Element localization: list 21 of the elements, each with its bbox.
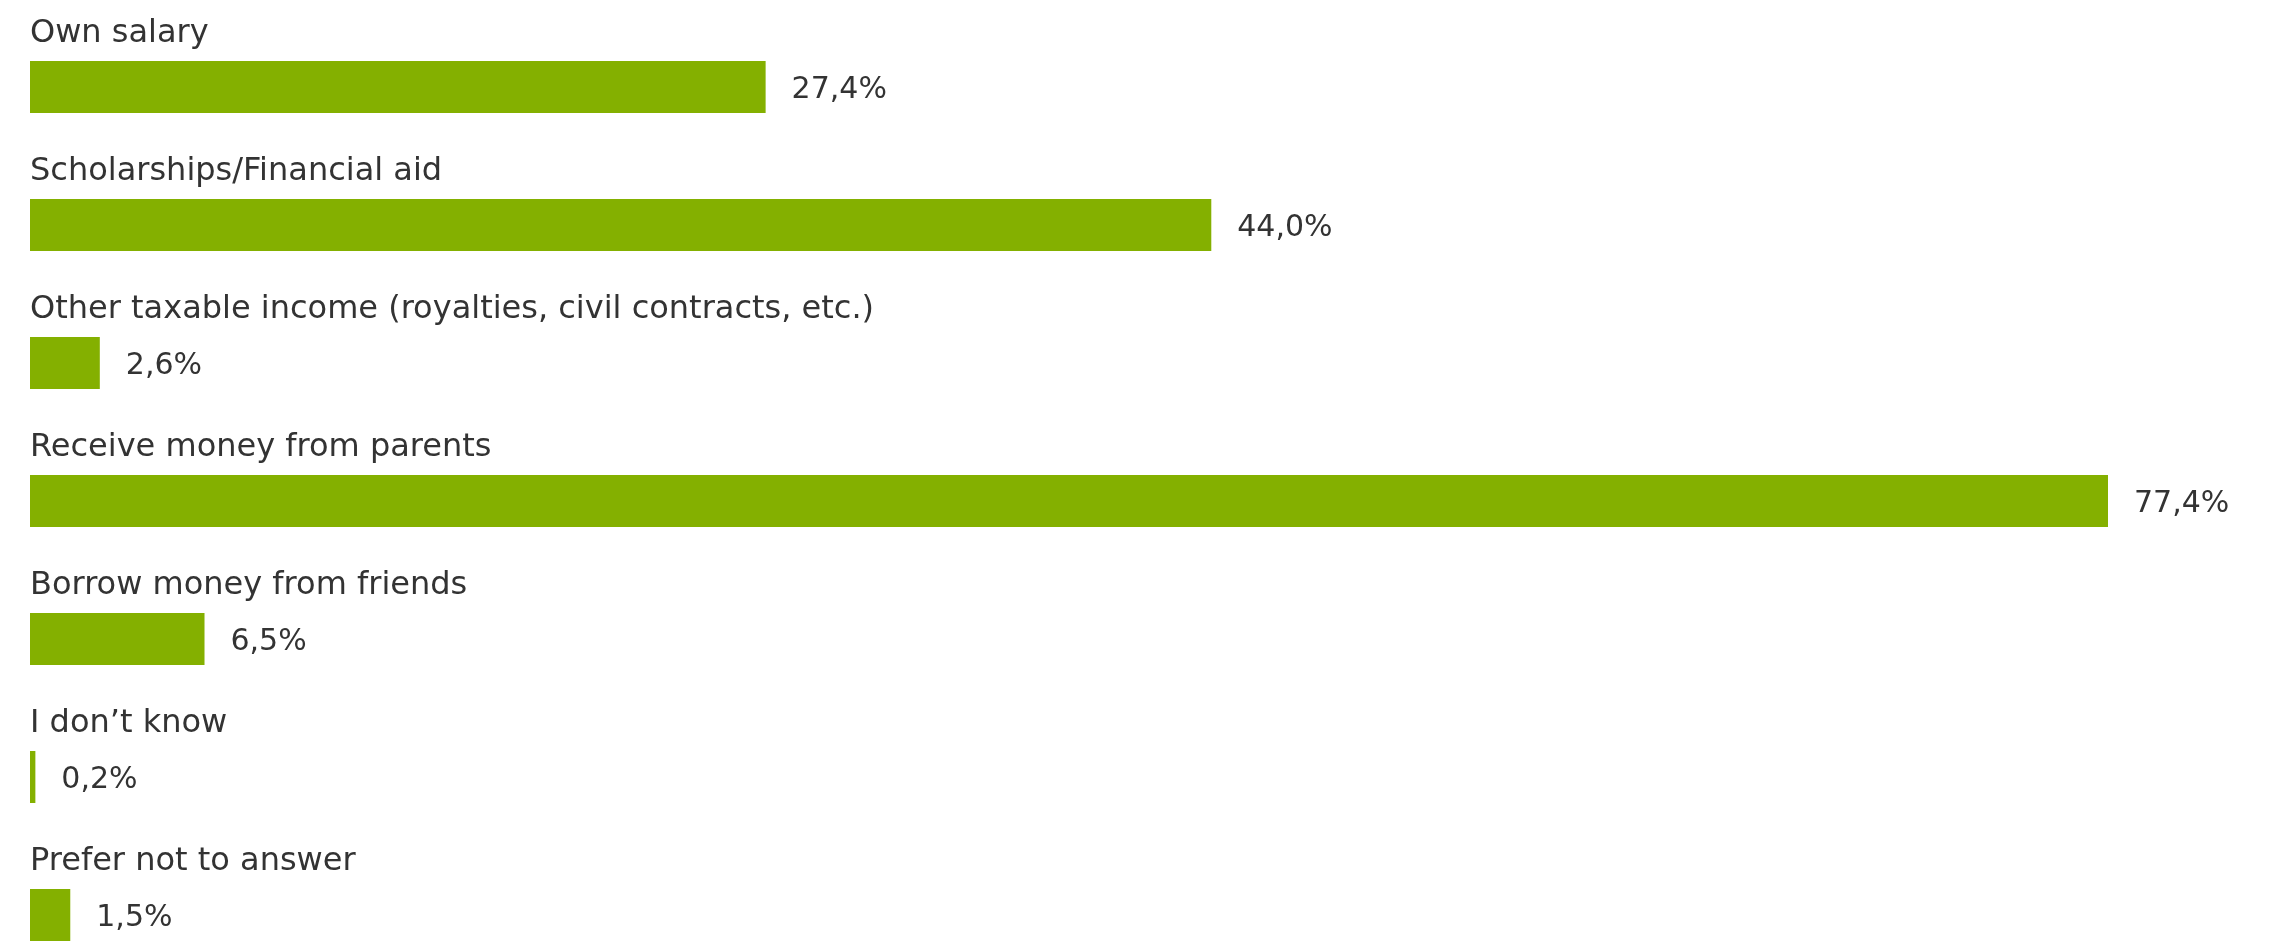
y-tick-label: Own salary [30, 12, 209, 50]
bar [30, 613, 205, 665]
data-label: 6,5% [230, 621, 307, 657]
bar [30, 889, 71, 941]
bar [30, 475, 2108, 527]
y-tick-label: Receive money from parents [30, 426, 492, 464]
y-tick-label: Scholarships/Financial aid [30, 150, 443, 188]
data-label: 1,5% [96, 897, 173, 933]
data-label: 2,6% [125, 345, 203, 381]
bar [30, 199, 1212, 251]
data-label: 0,2% [61, 759, 138, 795]
data-label: 27,4% [791, 69, 887, 105]
y-tick-label: I don’t know [30, 702, 228, 740]
data-label: 77,4% [2134, 483, 2230, 519]
y-tick-label: Other taxable income (royalties, civil contracts, etc.) [30, 288, 875, 326]
y-tick-label: Prefer not to answer [30, 840, 357, 878]
bar [30, 61, 766, 113]
y-tick-label: Borrow money from friends [30, 564, 468, 602]
data-label: 44,0% [1237, 207, 1333, 243]
bar [30, 337, 100, 389]
bar [30, 751, 36, 803]
